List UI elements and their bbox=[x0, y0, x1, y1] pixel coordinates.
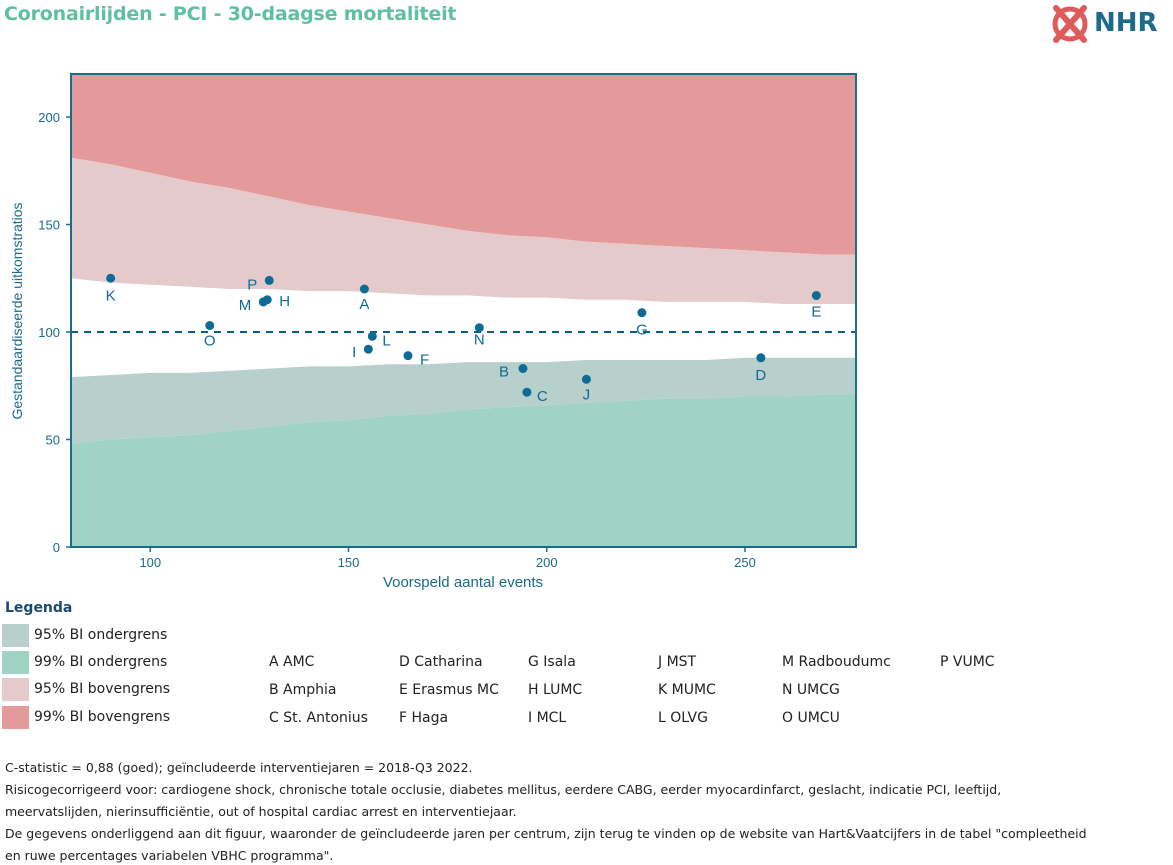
footer-data-source: De gegevens onderliggend aan dit figuur,… bbox=[5, 826, 1087, 841]
point-label-G: G bbox=[636, 322, 648, 339]
center-label: C St. Antonius bbox=[269, 710, 368, 726]
y-tick-label: 100 bbox=[38, 325, 60, 340]
point-P bbox=[264, 275, 274, 285]
center-label: H LUMC bbox=[528, 682, 583, 698]
x-axis-label: Voorspeld aantal events bbox=[383, 574, 543, 591]
center-label: O UMCU bbox=[782, 710, 840, 726]
footer-data-source-cont: en ruwe percentages variabelen VBHC prog… bbox=[5, 848, 334, 863]
point-label-H: H bbox=[279, 293, 290, 310]
y-axis-ticks: 0 50 100 150 200 bbox=[38, 110, 71, 555]
center-label: P VUMC bbox=[940, 654, 995, 670]
confidence-bands bbox=[71, 74, 856, 547]
x-tick-label: 250 bbox=[734, 555, 756, 570]
center-label: K MUMC bbox=[658, 682, 716, 698]
point-K bbox=[106, 273, 116, 283]
point-label-P: P bbox=[247, 276, 257, 293]
point-label-N: N bbox=[474, 332, 485, 349]
point-C bbox=[522, 387, 532, 397]
center-label: N UMCG bbox=[782, 682, 840, 698]
point-F bbox=[403, 351, 413, 361]
point-label-A: A bbox=[359, 296, 369, 313]
center-label: A AMC bbox=[269, 654, 315, 670]
y-tick-label: 50 bbox=[46, 433, 60, 448]
x-tick-label: 100 bbox=[139, 555, 161, 570]
point-label-D: D bbox=[755, 367, 766, 384]
legend-swatch-lower99 bbox=[2, 651, 29, 674]
point-label-L: L bbox=[382, 332, 390, 349]
center-label: F Haga bbox=[399, 710, 449, 726]
point-D bbox=[756, 353, 766, 363]
band-lower99 bbox=[71, 394, 856, 547]
point-label-E: E bbox=[811, 303, 821, 320]
center-label: L OLVG bbox=[658, 710, 708, 726]
point-label-F: F bbox=[420, 352, 429, 369]
center-label: E Erasmus MC bbox=[399, 682, 499, 698]
point-E bbox=[811, 290, 821, 300]
center-label: D Catharina bbox=[399, 654, 483, 670]
chart-title: Coronairlijden - PCI - 30-daagse mortali… bbox=[4, 3, 457, 25]
funnel-plot: A B C D E F G H I J K L M N O P 100 150 200 250 0 50 100 150 2… bbox=[9, 73, 857, 591]
x-axis-ticks: 100 150 200 250 bbox=[139, 547, 756, 570]
footer-risk-adjustment-cont: meervatslijden, nierinsufficiëntie, out … bbox=[5, 804, 517, 819]
nhr-logo-text: NHR bbox=[1094, 8, 1158, 38]
center-label: I MCL bbox=[528, 710, 567, 726]
point-label-C: C bbox=[537, 388, 548, 405]
point-label-M: M bbox=[239, 297, 252, 314]
x-tick-label: 150 bbox=[338, 555, 360, 570]
center-label: B Amphia bbox=[269, 682, 337, 698]
band-upper99 bbox=[71, 74, 856, 255]
y-axis-label: Gestandaardiseerde uitkomstratios bbox=[9, 202, 25, 419]
footer-statistic: C-statistic = 0,88 (goed); geïncludeerde… bbox=[5, 760, 473, 775]
x-tick-label: 200 bbox=[536, 555, 558, 570]
legend-title: Legenda bbox=[5, 600, 73, 616]
point-L bbox=[367, 331, 377, 341]
y-tick-label: 200 bbox=[38, 110, 60, 125]
point-A bbox=[359, 284, 369, 294]
point-label-O: O bbox=[204, 333, 216, 350]
center-label: G Isala bbox=[528, 654, 576, 670]
data-points: A B C D E F G H I J K L M N O P bbox=[106, 273, 821, 405]
point-label-B: B bbox=[499, 364, 509, 381]
y-tick-label: 150 bbox=[38, 218, 60, 233]
footer-risk-adjustment: Risicogecorrigeerd voor: cardiogene shoc… bbox=[5, 782, 1002, 797]
point-M bbox=[258, 297, 268, 307]
legend-swatch-upper95 bbox=[2, 678, 29, 701]
band-upper95 bbox=[71, 157, 856, 304]
point-B bbox=[518, 364, 528, 374]
band-lower95 bbox=[71, 357, 856, 444]
nhr-logo bbox=[1052, 5, 1088, 43]
legend-label-upper99: 99% BI bovengrens bbox=[34, 709, 171, 725]
point-label-K: K bbox=[106, 287, 116, 304]
point-G bbox=[637, 308, 647, 318]
center-label: J MST bbox=[658, 654, 697, 670]
center-label: M Radboudumc bbox=[782, 654, 891, 670]
point-label-I: I bbox=[352, 344, 356, 361]
point-O bbox=[205, 321, 215, 331]
legend-swatch-lower95 bbox=[2, 624, 29, 647]
point-label-J: J bbox=[583, 386, 591, 403]
nhr-logo-mark-icon bbox=[1052, 5, 1088, 43]
legend-swatch-upper99 bbox=[2, 706, 29, 729]
legend-label-lower99: 99% BI ondergrens bbox=[34, 654, 168, 670]
plot-frame bbox=[70, 73, 857, 548]
y-tick-label: 0 bbox=[53, 540, 60, 555]
legend-label-upper95: 95% BI bovengrens bbox=[34, 681, 171, 697]
legend-label-lower95: 95% BI ondergrens bbox=[34, 627, 168, 643]
point-J bbox=[581, 374, 591, 384]
point-N bbox=[474, 323, 484, 333]
point-I bbox=[363, 344, 373, 354]
